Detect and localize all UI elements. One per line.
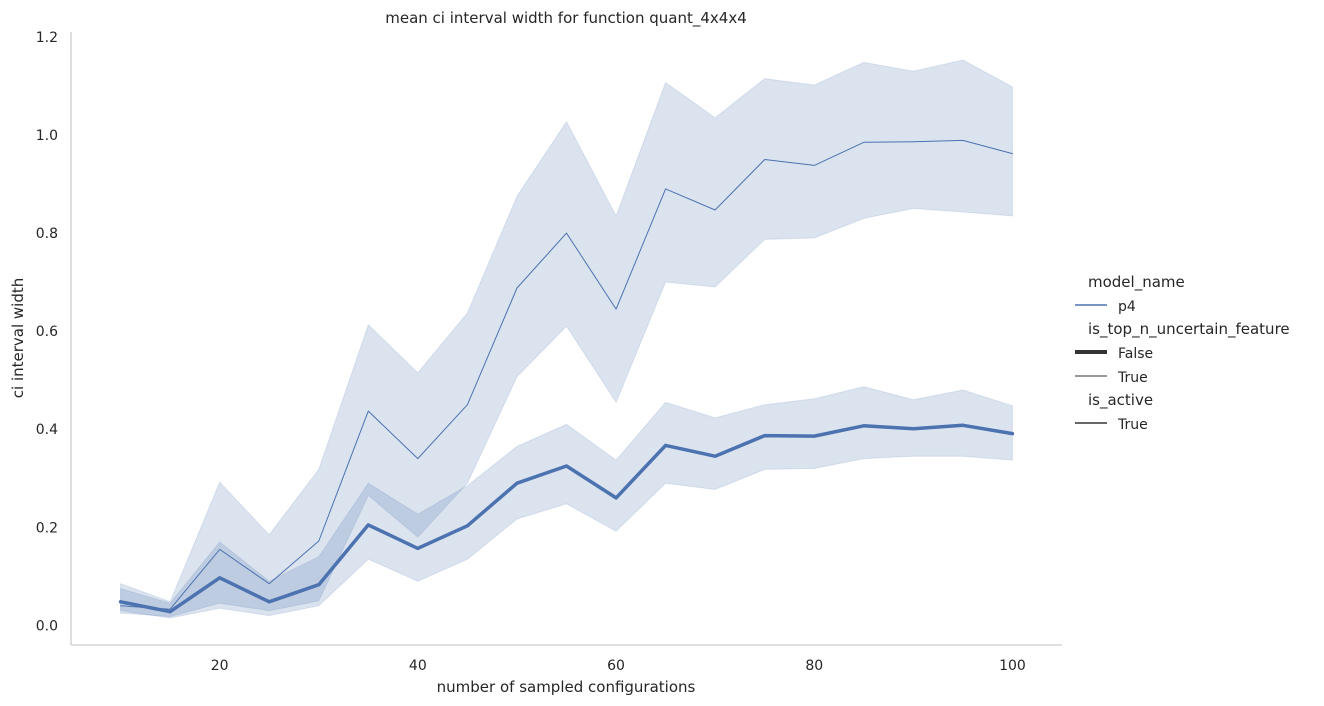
x-tick-label: 100 xyxy=(999,658,1026,674)
confidence-bands xyxy=(120,59,1013,619)
x-tick-labels: 20 40 60 80 100 xyxy=(211,658,1026,674)
legend-title: is_top_n_uncertain_feature xyxy=(1088,320,1290,339)
y-tick-label: 0.0 xyxy=(36,618,58,634)
legend-entry: p4 xyxy=(1118,299,1136,315)
y-axis-label: ci interval width xyxy=(9,278,27,398)
legend-entry: False xyxy=(1118,346,1153,362)
y-tick-label: 1.2 xyxy=(36,30,58,46)
legend-title: is_active xyxy=(1088,391,1153,410)
legend-title: model_name xyxy=(1088,273,1185,292)
series-lines xyxy=(118,139,1015,614)
y-tick-label: 0.8 xyxy=(36,226,58,242)
x-tick-label: 80 xyxy=(805,658,823,674)
y-tick-labels: 0.0 0.2 0.4 0.6 0.8 1.0 1.2 xyxy=(36,30,58,634)
axes xyxy=(70,32,1062,646)
series-line-false xyxy=(118,423,1015,614)
y-tick-label: 0.6 xyxy=(36,324,58,340)
ci-band-false xyxy=(120,386,1013,619)
series-line-true xyxy=(120,139,1013,610)
y-tick-label: 0.2 xyxy=(36,520,58,536)
x-tick-label: 40 xyxy=(409,658,427,674)
legend-entry: True xyxy=(1117,417,1148,433)
x-tick-label: 60 xyxy=(607,658,625,674)
y-tick-label: 1.0 xyxy=(36,128,58,144)
y-tick-label: 0.4 xyxy=(36,422,58,438)
ci-band-true xyxy=(120,59,1013,618)
chart-title: mean ci interval width for function quan… xyxy=(385,9,747,28)
x-axis-label: number of sampled configurations xyxy=(437,678,696,696)
legend: model_name p4 is_top_n_uncertain_feature Fa… xyxy=(1075,273,1290,433)
legend-entry: True xyxy=(1117,370,1148,386)
x-tick-label: 20 xyxy=(211,658,229,674)
